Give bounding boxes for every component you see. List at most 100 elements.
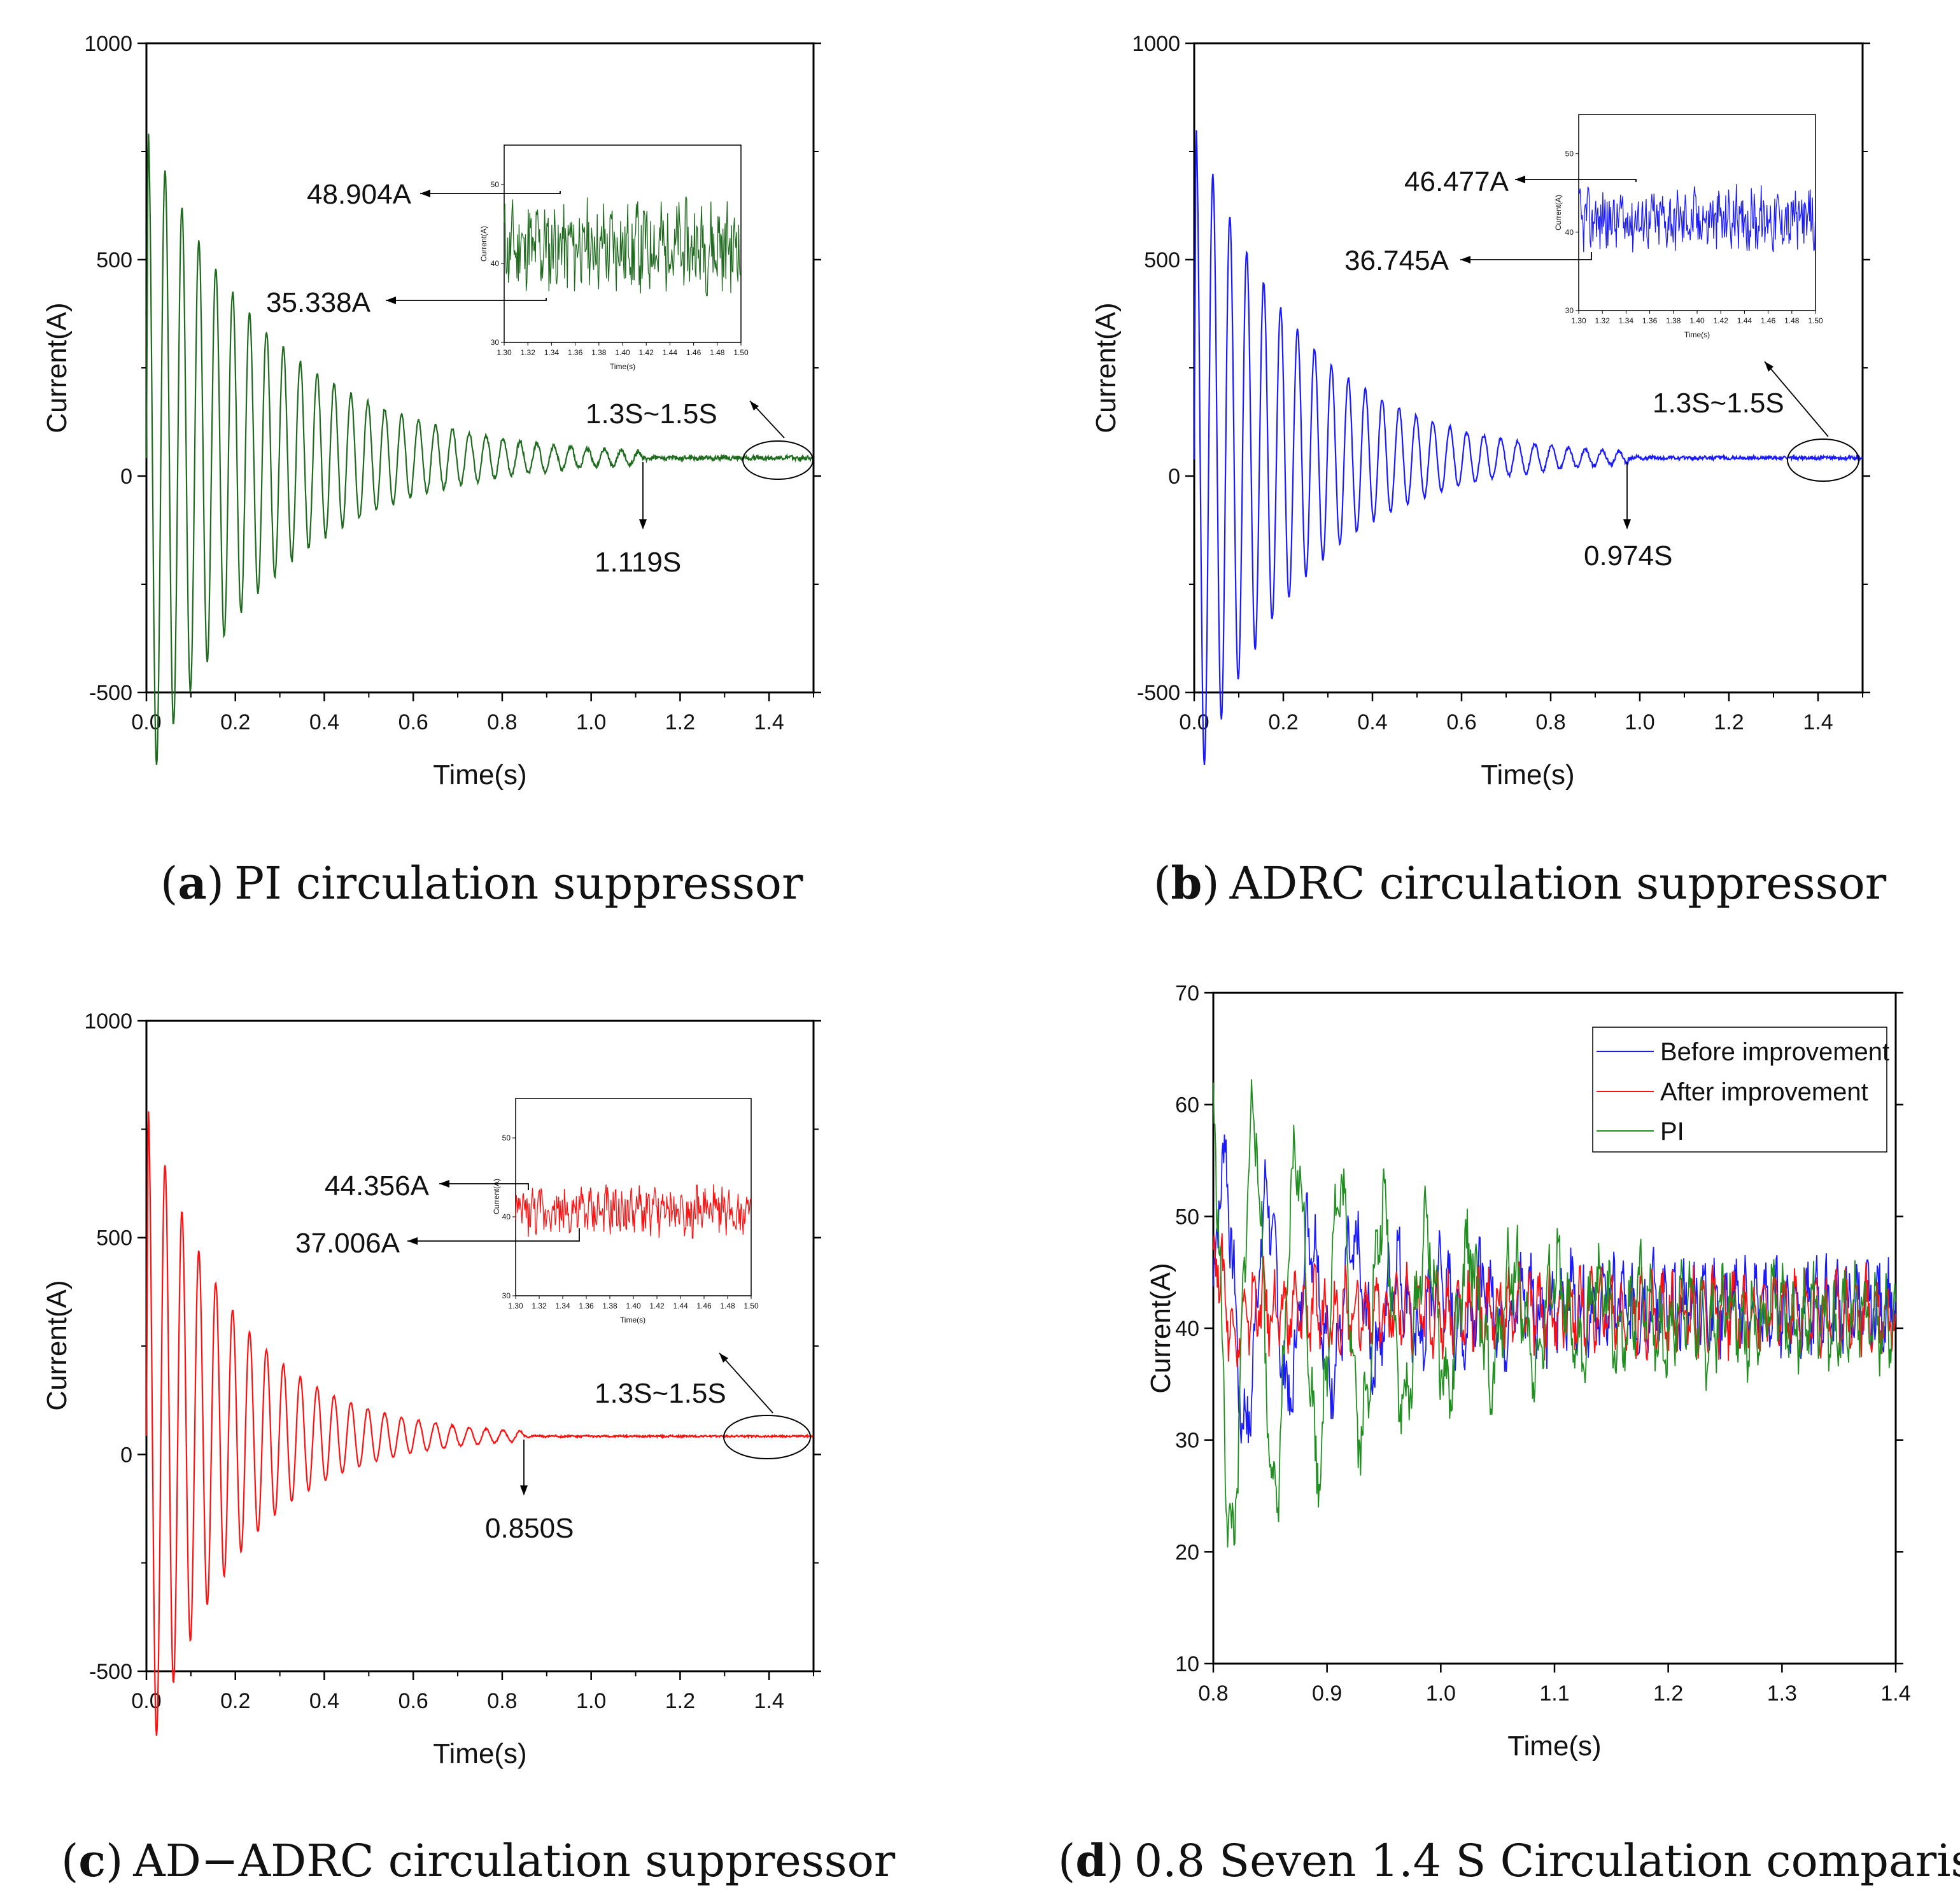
inset-x-tick-label: 1.42 bbox=[1714, 316, 1729, 325]
legend: Before improvement After improvement PI bbox=[1592, 1027, 1889, 1153]
inset-y-tick-label: 40 bbox=[491, 259, 500, 268]
x-tick-label: 0.0 bbox=[131, 1689, 161, 1713]
x-tick-label: 0.9 bbox=[1312, 1681, 1342, 1706]
inset-x-tick-label: 1.46 bbox=[686, 348, 702, 357]
max-value-label: 48.904A bbox=[307, 179, 412, 210]
inset-x-tick-label: 1.50 bbox=[744, 1301, 759, 1310]
arrow-head bbox=[407, 1237, 418, 1245]
inset-x-tick-label: 1.30 bbox=[508, 1301, 523, 1310]
x-tick-label: 1.4 bbox=[1880, 1681, 1910, 1706]
x-tick-label: 0.8 bbox=[487, 1689, 517, 1713]
x-tick-label: 1.4 bbox=[754, 710, 784, 734]
legend-entry-before: Before improvement bbox=[1660, 1038, 1889, 1066]
series-line-pi bbox=[145, 134, 814, 765]
inset-plot: 1.30 1.32 1.34 1.36 1.38 1.40 1.42 1.44 1.46 1.48… bbox=[492, 1098, 759, 1324]
max-value-label: 44.356A bbox=[325, 1170, 430, 1202]
inset-x-label: Time(s) bbox=[610, 362, 635, 371]
series-line-2 bbox=[1213, 1079, 1896, 1548]
settle-time-label: 1.119S bbox=[595, 547, 681, 578]
inset-series-line bbox=[504, 196, 742, 297]
panel-caption: (d) 0.8 Seven 1.4 S Circulation compariso… bbox=[1058, 1834, 1960, 1887]
caption-letter: b bbox=[1171, 857, 1202, 909]
arrow-head bbox=[1515, 176, 1525, 183]
inset-x-tick-label: 1.48 bbox=[1784, 316, 1800, 325]
min-leader-line bbox=[407, 1228, 580, 1242]
x-tick-label: 1.2 bbox=[1653, 1681, 1683, 1706]
inset-x-tick-label: 1.36 bbox=[568, 348, 583, 357]
series-line-1 bbox=[1213, 1233, 1896, 1368]
x-tick-label: 0.8 bbox=[1535, 710, 1565, 734]
x-tick-label: 1.2 bbox=[665, 710, 695, 734]
inset-series-line bbox=[515, 1184, 752, 1239]
x-tick-label: 1.2 bbox=[1714, 710, 1744, 734]
panel-caption: (c) AD−ADRC circulation suppressor bbox=[61, 1834, 896, 1887]
inset-x-tick-label: 1.48 bbox=[720, 1301, 735, 1310]
inset-frame bbox=[515, 1098, 752, 1296]
x-tick-label: 1.3 bbox=[1767, 1681, 1797, 1706]
x-tick-label: 0.6 bbox=[398, 710, 428, 734]
inset-y-tick-label: 50 bbox=[1565, 150, 1574, 158]
y-axis-label: Current(A) bbox=[41, 1280, 73, 1410]
y-tick-label: 1000 bbox=[84, 32, 132, 56]
x-tick-label: 0.2 bbox=[220, 710, 250, 734]
inset-y-label: Current(A) bbox=[492, 1179, 501, 1214]
y-tick-label: 500 bbox=[96, 248, 132, 272]
zoom-leader-line bbox=[719, 1352, 773, 1413]
inset-x-tick-label: 1.46 bbox=[1761, 316, 1776, 325]
max-leader-line bbox=[420, 191, 561, 194]
x-tick-label: 1.2 bbox=[665, 1689, 695, 1713]
inset-plot: 1.30 1.32 1.34 1.36 1.38 1.40 1.42 1.44 1.46 1.48… bbox=[479, 144, 749, 371]
x-tick-label: 1.4 bbox=[1803, 710, 1833, 734]
x-tick-label: 1.1 bbox=[1539, 1681, 1569, 1706]
x-tick-label: 1.4 bbox=[754, 1689, 784, 1713]
inset-x-tick-label: 1.46 bbox=[696, 1301, 712, 1310]
inset-x-tick-label: 1.38 bbox=[1666, 316, 1681, 325]
inset-x-tick-label: 1.32 bbox=[532, 1301, 547, 1310]
min-value-label: 37.006A bbox=[295, 1228, 400, 1259]
y-tick-label: 30 bbox=[1175, 1429, 1199, 1453]
y-tick-label: 70 bbox=[1175, 981, 1199, 1006]
x-axis-label: Time(s) bbox=[1507, 1730, 1601, 1762]
caption-text: ADRC circulation suppressor bbox=[1229, 857, 1887, 909]
arrow-head bbox=[1460, 256, 1470, 263]
x-axis-label: Time(s) bbox=[433, 1738, 526, 1769]
y-tick-label: 10 bbox=[1175, 1652, 1199, 1676]
y-tick-label: 1000 bbox=[1132, 32, 1180, 56]
y-tick-label: 0 bbox=[1168, 465, 1180, 489]
zoom-region-ellipse bbox=[723, 1415, 811, 1459]
arrow-head bbox=[420, 190, 430, 197]
settle-time-label: 0.974S bbox=[1584, 540, 1672, 572]
zoom-leader-line bbox=[1764, 361, 1829, 437]
caption-letter: c bbox=[78, 1834, 106, 1887]
zoom-range-label: 1.3S~1.5S bbox=[586, 398, 717, 430]
y-tick-label: 50 bbox=[1175, 1205, 1199, 1229]
inset-x-tick-label: 1.44 bbox=[673, 1301, 688, 1310]
series-line-ad-adrc bbox=[145, 1111, 814, 1736]
inset-x-tick-label: 1.34 bbox=[555, 1301, 570, 1310]
y-tick-label: -500 bbox=[89, 1660, 132, 1684]
inset-x-tick-label: 1.38 bbox=[602, 1301, 617, 1310]
inset-y-tick-label: 50 bbox=[502, 1133, 511, 1142]
y-tick-label: 20 bbox=[1175, 1540, 1199, 1564]
min-leader-line bbox=[386, 298, 547, 301]
inset-series-line bbox=[1578, 184, 1816, 253]
inset-x-tick-label: 1.40 bbox=[626, 1301, 641, 1310]
inset-x-tick-label: 1.34 bbox=[544, 348, 560, 357]
y-tick-label: 40 bbox=[1175, 1317, 1199, 1341]
inset-x-tick-label: 1.48 bbox=[710, 348, 725, 357]
inset-x-tick-label: 1.34 bbox=[1619, 316, 1634, 325]
y-axis-label: Current(A) bbox=[1090, 302, 1122, 433]
y-tick-label: -500 bbox=[89, 681, 132, 705]
x-tick-label: 0.6 bbox=[1446, 710, 1476, 734]
inset-y-label: Current(A) bbox=[479, 226, 488, 262]
panel-c-chart: 0.0 0.2 0.4 0.6 0.8 1.0 1.2 1.4 1000 500 0 -500 Tim… bbox=[41, 1009, 896, 1887]
x-tick-label: 0.0 bbox=[1179, 710, 1209, 734]
y-tick-label: -500 bbox=[1137, 681, 1180, 705]
x-tick-label: 0.0 bbox=[131, 710, 161, 734]
max-value-label: 46.477A bbox=[1404, 166, 1509, 197]
x-tick-label: 0.4 bbox=[309, 1689, 339, 1713]
caption-letter: a bbox=[178, 857, 206, 909]
x-tick-label: 1.0 bbox=[1426, 1681, 1456, 1706]
inset-x-tick-label: 1.42 bbox=[639, 348, 654, 357]
